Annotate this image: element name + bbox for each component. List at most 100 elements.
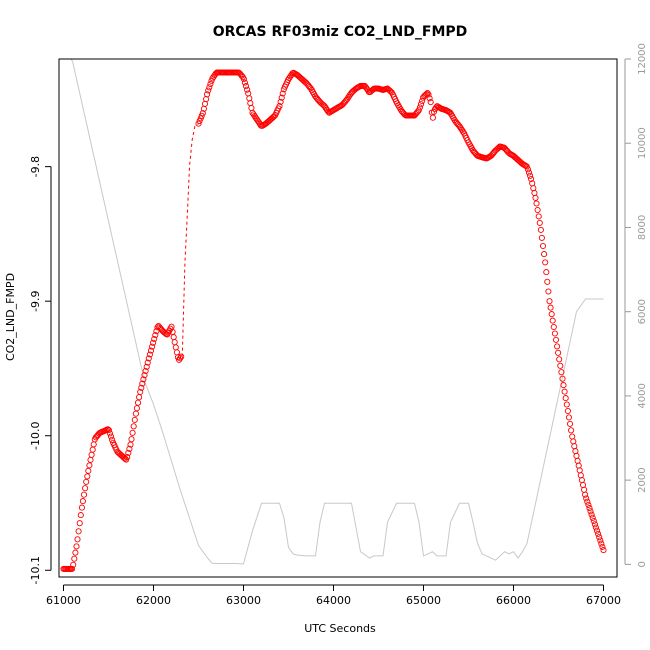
- co2-point: [542, 259, 549, 266]
- co2-point: [279, 90, 286, 97]
- co2-point: [72, 549, 79, 556]
- co2-point: [205, 87, 212, 94]
- co2-point: [83, 478, 90, 485]
- co2-point: [556, 356, 563, 363]
- x-tick-label: 67000: [586, 594, 621, 607]
- co2-point: [587, 508, 594, 515]
- co2-point: [581, 486, 588, 493]
- co2-point: [151, 335, 158, 343]
- co2-point: [138, 384, 145, 391]
- co2-point: [204, 91, 211, 98]
- co2-point: [131, 416, 138, 423]
- co2-point: [560, 382, 567, 389]
- co2-point: [538, 234, 545, 241]
- co2-point: [598, 540, 605, 547]
- co2-point: [427, 99, 434, 106]
- co2-point: [255, 119, 263, 126]
- co2-point: [584, 498, 591, 505]
- co2-point: [568, 427, 575, 434]
- co2-point: [141, 372, 148, 379]
- co2-point: [79, 498, 86, 505]
- co2-point: [129, 429, 136, 436]
- co2-series: [60, 69, 607, 572]
- co2-point: [585, 501, 592, 508]
- co2-point: [535, 213, 542, 220]
- co2-point: [550, 323, 557, 331]
- co2-point: [136, 394, 143, 401]
- co2-point: [586, 505, 593, 512]
- co2-point: [527, 172, 534, 179]
- co2-point: [199, 110, 206, 117]
- co2-point: [549, 317, 556, 324]
- co2-point: [583, 495, 590, 502]
- co2-point: [247, 100, 254, 107]
- co2-point: [88, 451, 95, 458]
- co2-point: [577, 472, 584, 479]
- x-tick-label: 64000: [316, 594, 351, 607]
- co2-point: [74, 536, 81, 543]
- co2-point: [77, 512, 84, 519]
- co2-point: [415, 107, 422, 114]
- co2-point: [417, 101, 425, 108]
- co2-point: [593, 527, 601, 534]
- co2-point: [534, 206, 541, 214]
- co2-point: [456, 123, 463, 130]
- plot-frame: [58, 58, 618, 578]
- co2-point: [82, 485, 89, 492]
- co2-point: [548, 311, 555, 318]
- co2-point: [87, 456, 94, 463]
- co2-point: [573, 452, 580, 459]
- co2-point: [78, 504, 85, 511]
- co2-point: [132, 410, 139, 417]
- co2-point: [541, 251, 548, 258]
- co2-point: [559, 375, 566, 382]
- co2-point: [150, 339, 157, 346]
- co2-point: [562, 395, 569, 402]
- y2-tick-label: 2000: [637, 467, 648, 492]
- co2-point: [552, 336, 560, 343]
- co2-point: [70, 561, 77, 568]
- y2-tick-label: 4000: [637, 383, 648, 408]
- co2-point: [197, 115, 204, 122]
- co2-point: [545, 288, 552, 295]
- co2-point: [170, 334, 177, 341]
- co2-point: [570, 438, 577, 445]
- co2-point: [564, 407, 571, 415]
- co2-point: [524, 166, 531, 173]
- co2-point: [532, 194, 539, 201]
- co2-point: [173, 349, 180, 356]
- co2-connector-line: [180, 123, 199, 357]
- co2-point: [143, 363, 150, 370]
- co2-point: [240, 75, 247, 83]
- co2-point: [176, 356, 183, 363]
- co2-point: [105, 427, 112, 434]
- co2-point: [242, 83, 250, 90]
- co2-point: [177, 355, 184, 362]
- co2-point: [86, 462, 93, 469]
- y2-tick-label: 8000: [637, 215, 648, 240]
- co2-point: [90, 441, 97, 448]
- co2-point: [425, 91, 432, 98]
- co2-point: [565, 414, 572, 421]
- co2-point: [146, 351, 153, 358]
- co2-point: [589, 514, 596, 521]
- co2-point: [558, 369, 565, 376]
- co2-point: [248, 104, 255, 112]
- co2-point: [109, 436, 116, 443]
- co2-point: [76, 520, 83, 527]
- co2-point: [147, 347, 155, 354]
- co2-point: [71, 555, 78, 562]
- co2-point: [575, 462, 582, 469]
- co2-point: [134, 399, 142, 406]
- co2-point: [206, 84, 213, 91]
- x-tick-label: 66000: [496, 594, 531, 607]
- co2-point: [561, 388, 568, 395]
- co2-point: [73, 543, 80, 550]
- co2-point: [578, 477, 585, 484]
- co2-point: [343, 96, 350, 104]
- co2-point: [419, 97, 426, 105]
- co2-point: [145, 355, 152, 362]
- co2-point: [126, 445, 133, 452]
- co2-point: [599, 543, 606, 550]
